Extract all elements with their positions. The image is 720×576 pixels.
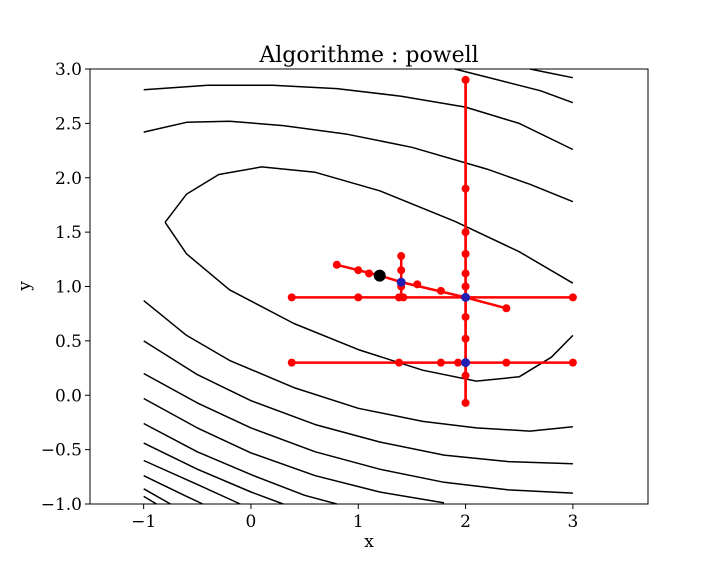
- path-point-4: [461, 269, 470, 278]
- path-point-14: [436, 358, 445, 367]
- path-point-5: [461, 282, 470, 291]
- y-tick-label-1: −0.5: [41, 441, 82, 461]
- contour-line-3: [454, 68, 574, 104]
- contour-line-7: [143, 340, 573, 465]
- contour-line-0: [164, 166, 574, 284]
- x-tick-label-1: 0: [246, 512, 257, 532]
- path-point-30: [332, 260, 341, 269]
- path-point-29: [354, 266, 363, 275]
- path-point-1: [461, 184, 470, 193]
- contour-line-4: [529, 68, 574, 79]
- y-tick-label-5: 1.5: [55, 223, 82, 243]
- iterate-point-0: [461, 358, 471, 368]
- path-point-12: [287, 358, 296, 367]
- x-tick-label-2: 1: [353, 512, 364, 532]
- contour-line-10: [143, 422, 337, 505]
- path-point-19: [354, 293, 363, 302]
- contour-line-9: [143, 397, 445, 504]
- y-axis-label: y: [15, 281, 35, 292]
- y-tick-label-0: −1.0: [41, 495, 82, 515]
- path-point-32: [397, 266, 406, 275]
- path-point-23: [568, 293, 577, 302]
- x-tick-label-0: −1: [131, 512, 156, 532]
- contour-lines: [143, 68, 574, 505]
- contour-line-11: [143, 442, 284, 505]
- x-axis-label: x: [364, 532, 374, 552]
- optimization-path: [291, 79, 573, 403]
- y-tick-label-8: 3.0: [55, 60, 82, 80]
- contour-line-6: [143, 300, 573, 432]
- path-point-28: [365, 269, 373, 278]
- contour-line-2: [143, 84, 574, 151]
- path-point-18: [287, 293, 296, 302]
- contour-line-8: [143, 372, 573, 494]
- path-point-31: [397, 252, 406, 261]
- y-axis: −1.0 −0.5 0.0 0.5 1.0 1.5 2.0 2.5 3.0: [41, 60, 90, 515]
- path-point-2: [461, 228, 470, 237]
- path-point-25: [436, 286, 445, 295]
- y-tick-label-4: 1.0: [55, 278, 82, 298]
- contour-line-12: [143, 459, 241, 505]
- iterate-points: [396, 277, 471, 368]
- contour-line-1: [143, 120, 574, 203]
- path-point-10: [461, 371, 470, 380]
- path-point-11: [461, 398, 470, 407]
- y-tick-label-2: 0.0: [55, 386, 82, 406]
- contour-line-14: [143, 488, 171, 505]
- path-point-7: [461, 312, 470, 321]
- path-point-26: [413, 280, 422, 289]
- contour-line-13: [143, 475, 204, 505]
- optimum-marker: [373, 269, 386, 282]
- y-tick-label-6: 2.0: [55, 169, 82, 189]
- path-point-3: [461, 249, 470, 258]
- contour-line-15: [143, 495, 157, 505]
- optimum-point: [373, 269, 386, 282]
- path-point-8: [461, 334, 470, 343]
- x-axis: −1 0 1 2 3: [131, 504, 578, 532]
- contour-line-5: [164, 221, 574, 382]
- x-tick-label-4: 3: [567, 512, 578, 532]
- path-point-16: [502, 358, 511, 367]
- iterate-point-1: [461, 292, 471, 302]
- path-point-17: [568, 358, 577, 367]
- path-point-24: [502, 304, 511, 313]
- path-point-0: [461, 75, 470, 84]
- path-point-15: [454, 358, 463, 367]
- iterate-point-2: [396, 277, 406, 287]
- path-point-21: [399, 293, 408, 302]
- y-tick-label-3: 0.5: [55, 332, 82, 352]
- path-point-13: [395, 358, 404, 367]
- y-tick-label-7: 2.5: [55, 114, 82, 134]
- chart-title: Algorithme : powell: [258, 43, 478, 68]
- x-tick-label-3: 2: [460, 512, 471, 532]
